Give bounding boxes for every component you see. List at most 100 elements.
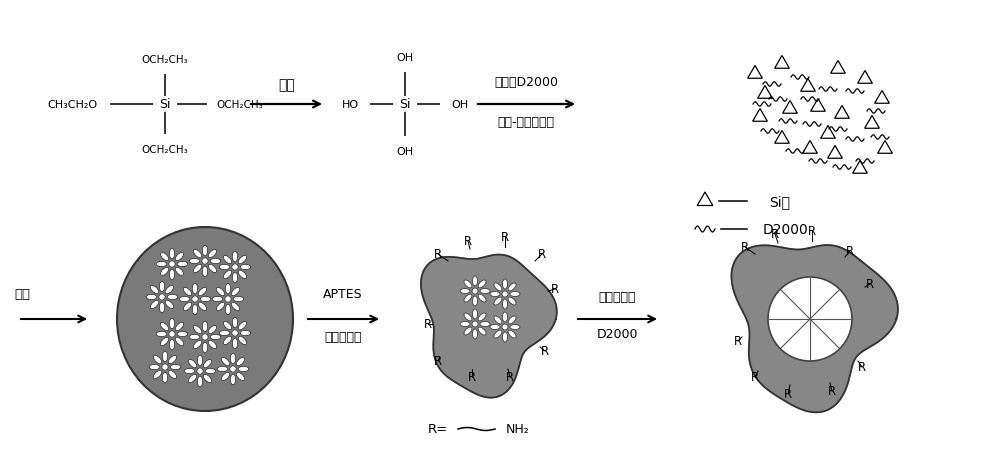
Ellipse shape	[473, 309, 478, 319]
Text: R: R	[771, 228, 779, 241]
Ellipse shape	[238, 256, 247, 264]
Ellipse shape	[510, 292, 520, 297]
Ellipse shape	[183, 302, 192, 311]
Ellipse shape	[202, 267, 208, 277]
Ellipse shape	[225, 284, 231, 294]
Text: 有机-无机自组装: 有机-无机自组装	[498, 116, 554, 129]
Ellipse shape	[149, 364, 160, 370]
Ellipse shape	[160, 337, 169, 346]
Polygon shape	[421, 255, 557, 398]
Circle shape	[232, 330, 238, 336]
Ellipse shape	[177, 332, 188, 337]
Text: Si: Si	[159, 98, 171, 111]
Ellipse shape	[168, 356, 177, 364]
Ellipse shape	[162, 372, 168, 383]
Text: R: R	[866, 278, 874, 291]
Ellipse shape	[198, 302, 207, 311]
Ellipse shape	[494, 297, 502, 305]
Text: R: R	[464, 235, 472, 248]
Ellipse shape	[478, 327, 486, 335]
Ellipse shape	[179, 297, 190, 302]
Ellipse shape	[198, 288, 207, 296]
Ellipse shape	[208, 265, 217, 273]
Text: R: R	[506, 371, 514, 384]
Circle shape	[162, 364, 168, 370]
Ellipse shape	[169, 249, 175, 259]
Ellipse shape	[232, 339, 238, 349]
Text: OH: OH	[451, 100, 469, 110]
Ellipse shape	[232, 318, 238, 328]
Ellipse shape	[189, 259, 200, 264]
Ellipse shape	[169, 269, 175, 280]
Ellipse shape	[188, 375, 197, 383]
Ellipse shape	[184, 369, 195, 374]
Text: APTES: APTES	[323, 288, 363, 301]
Ellipse shape	[236, 372, 245, 381]
Ellipse shape	[240, 330, 251, 336]
Ellipse shape	[240, 265, 251, 270]
Ellipse shape	[494, 316, 502, 324]
Ellipse shape	[464, 327, 472, 335]
Ellipse shape	[210, 335, 221, 340]
Ellipse shape	[208, 341, 217, 349]
Ellipse shape	[160, 323, 169, 331]
Circle shape	[169, 331, 175, 337]
Ellipse shape	[478, 295, 486, 302]
Ellipse shape	[193, 265, 202, 273]
Ellipse shape	[219, 330, 230, 336]
Ellipse shape	[494, 330, 502, 338]
Ellipse shape	[177, 262, 188, 267]
Text: D2000: D2000	[596, 328, 638, 341]
Ellipse shape	[168, 370, 177, 379]
Ellipse shape	[490, 292, 500, 297]
Ellipse shape	[197, 376, 203, 387]
Text: NH₂: NH₂	[506, 423, 530, 436]
Ellipse shape	[236, 358, 245, 366]
Ellipse shape	[169, 319, 175, 329]
Text: OCH₂CH₃: OCH₂CH₃	[217, 100, 263, 110]
Ellipse shape	[202, 246, 208, 256]
Ellipse shape	[159, 282, 165, 292]
Ellipse shape	[189, 335, 200, 340]
Ellipse shape	[175, 323, 184, 331]
Circle shape	[197, 368, 203, 375]
Circle shape	[232, 264, 238, 270]
Ellipse shape	[156, 262, 167, 267]
Ellipse shape	[510, 325, 520, 330]
Ellipse shape	[202, 342, 208, 353]
Ellipse shape	[146, 295, 157, 300]
Ellipse shape	[508, 316, 516, 324]
Ellipse shape	[217, 367, 228, 372]
Ellipse shape	[223, 322, 232, 330]
Ellipse shape	[221, 358, 230, 366]
Text: R: R	[434, 248, 442, 261]
Ellipse shape	[150, 301, 159, 309]
Ellipse shape	[238, 367, 249, 372]
Text: R: R	[551, 283, 559, 296]
Ellipse shape	[183, 288, 192, 296]
Ellipse shape	[197, 355, 203, 366]
Ellipse shape	[490, 325, 500, 330]
Ellipse shape	[150, 286, 159, 294]
Ellipse shape	[212, 297, 223, 302]
Text: 水解: 水解	[279, 78, 295, 92]
Text: R: R	[538, 248, 546, 261]
Circle shape	[472, 288, 478, 294]
Ellipse shape	[233, 297, 244, 302]
Ellipse shape	[464, 280, 472, 288]
Ellipse shape	[464, 313, 472, 321]
Ellipse shape	[205, 369, 216, 374]
Text: OH: OH	[396, 53, 414, 63]
Ellipse shape	[503, 280, 508, 289]
Ellipse shape	[160, 253, 169, 261]
Text: R: R	[858, 361, 866, 374]
Text: Si源: Si源	[770, 195, 790, 208]
Ellipse shape	[169, 340, 175, 350]
Ellipse shape	[200, 297, 211, 302]
Circle shape	[230, 366, 236, 372]
Ellipse shape	[153, 356, 162, 364]
Text: R: R	[808, 225, 816, 238]
Text: CH₃CH₂O: CH₃CH₂O	[47, 100, 97, 110]
Ellipse shape	[473, 297, 478, 306]
Ellipse shape	[203, 360, 212, 368]
